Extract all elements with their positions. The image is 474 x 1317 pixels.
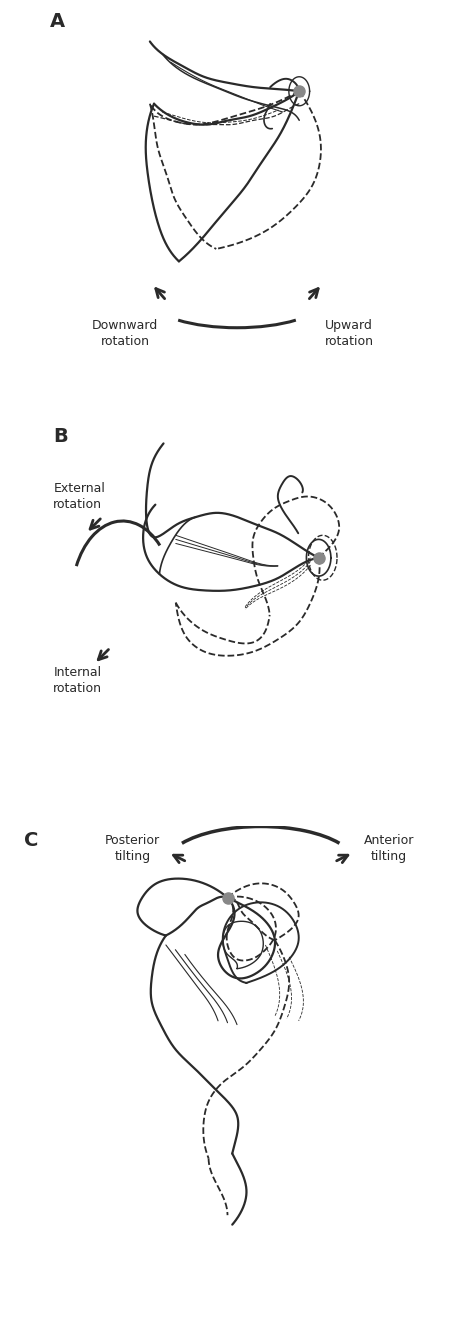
Text: Upward
rotation: Upward rotation xyxy=(325,320,374,349)
Text: Posterior
tilting: Posterior tilting xyxy=(105,834,160,863)
Text: Anterior
tilting: Anterior tilting xyxy=(364,834,414,863)
Text: A: A xyxy=(50,12,65,32)
Text: C: C xyxy=(24,831,38,851)
Text: B: B xyxy=(53,427,68,446)
Text: Downward
rotation: Downward rotation xyxy=(92,320,158,349)
Text: External
rotation: External rotation xyxy=(53,482,105,511)
Text: Internal
rotation: Internal rotation xyxy=(53,665,102,695)
